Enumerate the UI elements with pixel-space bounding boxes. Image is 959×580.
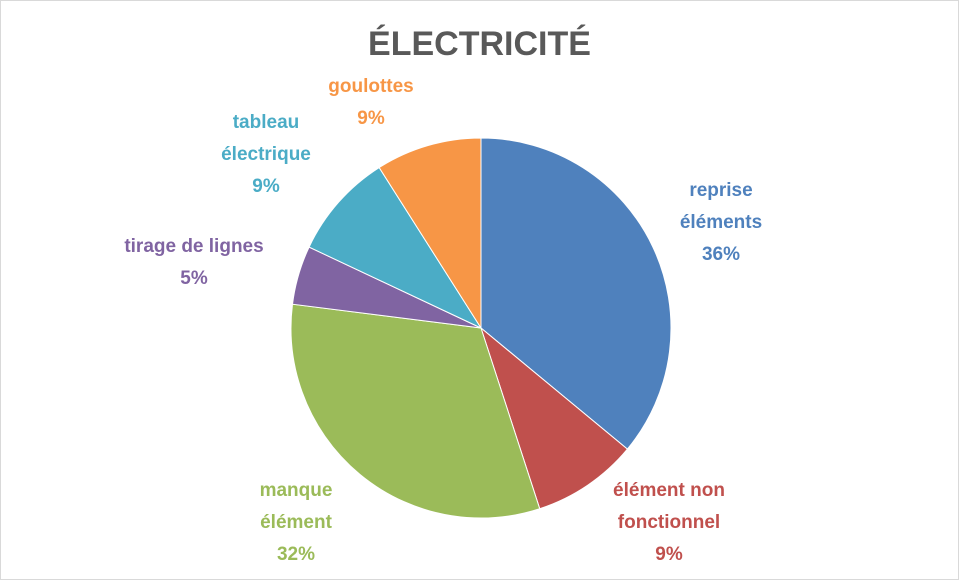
- data-label: tableau électrique 9%: [206, 107, 326, 203]
- data-label: élément non fonctionnel 9%: [584, 475, 754, 571]
- data-label: tirage de lignes 5%: [94, 231, 294, 295]
- label-value: 32%: [276, 544, 316, 565]
- label-name: élément non fonctionnel: [613, 480, 725, 533]
- pie-slice: [290, 303, 541, 519]
- data-label: reprise éléments 36%: [656, 175, 786, 271]
- pie-slice: [479, 326, 629, 510]
- label-value: 36%: [701, 244, 741, 265]
- pie-slice: [480, 137, 672, 450]
- label-name: reprise éléments: [679, 180, 763, 233]
- label-name: tirage de lignes: [124, 236, 264, 257]
- label-value: 9%: [252, 176, 280, 197]
- chart-title: ÉLECTRICITÉ: [368, 25, 591, 63]
- label-name: manque élément: [259, 480, 333, 533]
- pie-slice: [308, 166, 483, 330]
- label-name: goulottes: [328, 76, 414, 97]
- label-value: 5%: [180, 268, 208, 289]
- data-label: goulottes 9%: [311, 71, 431, 135]
- pie-slice: [378, 137, 482, 330]
- label-value: 9%: [357, 108, 385, 129]
- label-value: 9%: [655, 544, 683, 565]
- label-name: tableau électrique: [221, 112, 311, 165]
- data-label: manque élément 32%: [231, 475, 361, 571]
